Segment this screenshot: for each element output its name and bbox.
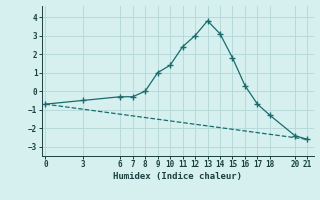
X-axis label: Humidex (Indice chaleur): Humidex (Indice chaleur) — [113, 172, 242, 181]
